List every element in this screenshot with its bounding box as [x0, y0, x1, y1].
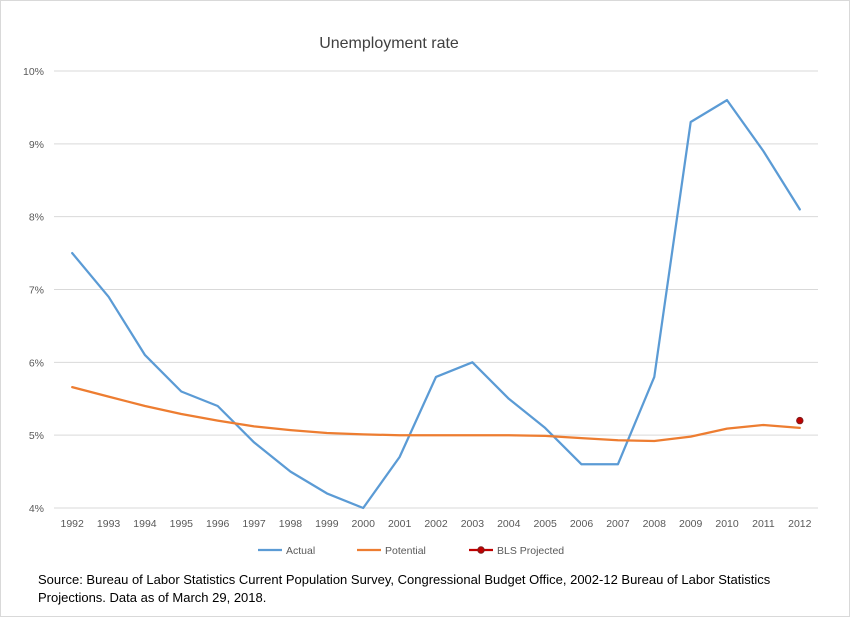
gridlines — [54, 70, 818, 509]
legend-label: BLS Projected — [497, 545, 564, 557]
x-tick-label: 2009 — [679, 518, 703, 530]
series-line-actual — [71, 98, 801, 510]
x-tick-label: 2001 — [388, 518, 412, 530]
legend-label: Potential — [385, 545, 426, 557]
legend: Actual Potential BLS Projected — [258, 545, 564, 557]
x-tick-label: 1996 — [206, 518, 230, 530]
x-tick-label: 2005 — [533, 518, 557, 530]
x-tick-label: 2008 — [643, 518, 667, 530]
legend-label: Actual — [286, 545, 315, 557]
x-tick-label: 1993 — [97, 518, 121, 530]
x-tick-label: 2002 — [424, 518, 448, 530]
y-tick-label: 6% — [29, 357, 44, 369]
series-line-potential — [71, 385, 801, 443]
x-tick-label: 1999 — [315, 518, 339, 530]
source-note: Source: Bureau of Labor Statistics Curre… — [38, 572, 771, 605]
x-axis-tick-labels: 1992 1993 1994 1995 1996 1997 1998 1999 2000 2001… — [61, 518, 812, 530]
x-tick-label: 2010 — [715, 518, 739, 530]
x-tick-label: 2000 — [352, 518, 376, 530]
x-tick-label: 1995 — [170, 518, 194, 530]
x-tick-label: 2007 — [606, 518, 630, 530]
x-tick-label: 2012 — [788, 518, 812, 530]
y-tick-label: 7% — [29, 285, 44, 297]
x-tick-label: 1992 — [61, 518, 85, 530]
x-tick-label: 1997 — [242, 518, 266, 530]
x-tick-label: 1994 — [133, 518, 157, 530]
x-tick-label: 2011 — [752, 518, 775, 530]
bls-projected-point — [796, 416, 804, 425]
y-tick-label: 9% — [29, 139, 44, 151]
x-tick-label: 2006 — [570, 518, 594, 530]
chart-title: Unemployment rate — [319, 35, 459, 52]
legend-marker — [477, 546, 485, 554]
y-axis-tick-labels: 4% 5% 6% 7% 8% 9% 10% — [23, 66, 44, 515]
y-tick-label: 10% — [23, 66, 44, 78]
y-tick-label: 5% — [29, 430, 44, 442]
y-tick-label: 8% — [29, 212, 44, 224]
x-tick-label: 2004 — [497, 518, 521, 530]
y-tick-label: 4% — [29, 503, 44, 515]
x-tick-label: 1998 — [279, 518, 303, 530]
x-tick-label: 2003 — [461, 518, 485, 530]
series-lines — [71, 98, 804, 510]
